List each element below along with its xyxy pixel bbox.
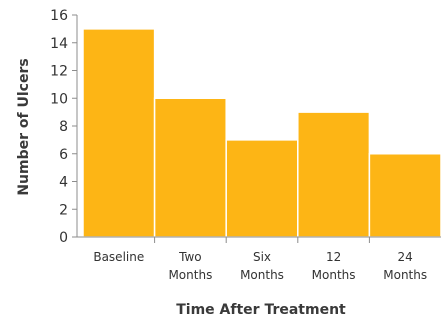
- bar-4: [297, 111, 371, 238]
- x-axis-title: Time After Treatment: [176, 302, 346, 318]
- x-tick-label-line: Baseline: [93, 250, 144, 264]
- x-tick-label-line: 12: [326, 250, 341, 264]
- x-tick-label-line: Two: [178, 250, 202, 264]
- x-tick-label-line: Months: [383, 268, 427, 282]
- x-tick-label-line: Six: [253, 250, 271, 264]
- x-tick-label-line: Months: [240, 268, 284, 282]
- y-tick-label: 4: [59, 175, 68, 191]
- y-tick-label: 0: [59, 230, 68, 246]
- x-tick-label: Six Months: [240, 250, 284, 282]
- y-tick-label: 16: [50, 8, 68, 24]
- x-tick-label-line: Months: [312, 268, 356, 282]
- x-tick-label: Baseline: [93, 250, 144, 264]
- y-tick-label: 12: [50, 64, 68, 80]
- x-tick-label-line: 24: [398, 250, 413, 264]
- x-tick-label-line: Months: [168, 268, 212, 282]
- bar-5: [368, 153, 441, 238]
- x-axis: Baseline Two Months Six Months 12 Months 24 Mont…: [77, 236, 441, 282]
- y-tick-label: 6: [59, 147, 68, 163]
- y-axis: 0 2 4 6 8 10 12 14 16: [50, 8, 78, 246]
- bar-2: [153, 97, 227, 238]
- x-tick-label: Two Months: [168, 250, 212, 282]
- x-tick-label: 24 Months: [383, 250, 427, 282]
- bar-1: [82, 28, 156, 238]
- y-tick-label: 2: [59, 202, 68, 218]
- y-tick-label: 10: [50, 91, 68, 107]
- y-tick-label: 8: [59, 119, 68, 135]
- bar-3: [225, 139, 299, 238]
- bars: [82, 28, 441, 238]
- x-tick-label: 12 Months: [312, 250, 356, 282]
- y-tick-label: 14: [50, 36, 68, 52]
- y-axis-title: Number of Ulcers: [16, 58, 32, 195]
